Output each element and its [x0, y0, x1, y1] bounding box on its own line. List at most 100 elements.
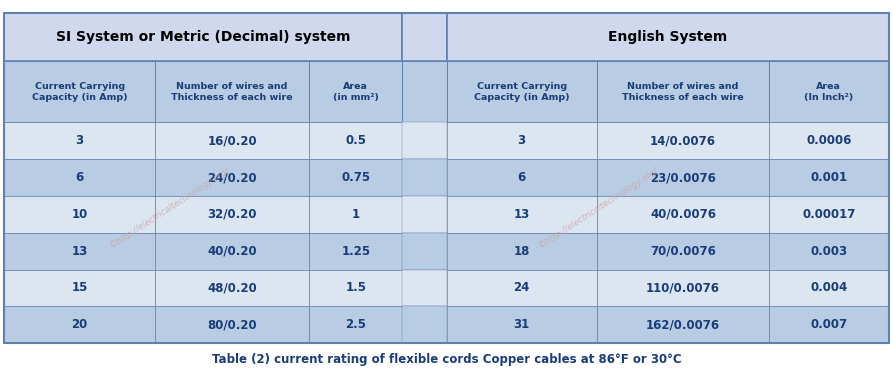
Text: ©http://electricaltechnology.org/: ©http://electricaltechnology.org/ [537, 165, 660, 250]
Text: English System: English System [608, 30, 727, 44]
Bar [4, 13, 889, 343]
Bar [597, 61, 769, 122]
Bar [597, 122, 769, 159]
Text: Area
(in mm²): Area (in mm²) [333, 82, 379, 102]
Bar [769, 159, 889, 196]
Bar [403, 61, 446, 122]
Text: 1.25: 1.25 [341, 245, 371, 258]
Bar [403, 306, 446, 343]
Text: 0.5: 0.5 [346, 134, 366, 147]
Text: 0.007: 0.007 [810, 318, 847, 331]
Bar [4, 270, 154, 306]
Bar [154, 233, 310, 270]
Text: 0.75: 0.75 [341, 171, 371, 184]
Text: 0.00017: 0.00017 [802, 208, 855, 221]
Text: 14/0.0076: 14/0.0076 [650, 134, 716, 147]
Text: 31: 31 [513, 318, 530, 331]
Text: 13: 13 [71, 245, 88, 258]
Text: 162/0.0076: 162/0.0076 [646, 318, 720, 331]
Text: 3: 3 [518, 134, 526, 147]
Bar [4, 13, 402, 61]
Bar [403, 196, 446, 233]
Bar [310, 270, 402, 306]
Bar [769, 270, 889, 306]
Bar [403, 270, 446, 306]
Bar [154, 122, 310, 159]
Bar [446, 159, 597, 196]
Text: Area
(In Inch²): Area (In Inch²) [805, 82, 854, 102]
Bar [597, 159, 769, 196]
Bar [446, 122, 597, 159]
Text: 0.003: 0.003 [810, 245, 847, 258]
Text: 16/0.20: 16/0.20 [207, 134, 257, 147]
Bar [154, 306, 310, 343]
Text: 48/0.20: 48/0.20 [207, 282, 257, 295]
Text: 24/0.20: 24/0.20 [207, 171, 257, 184]
Text: Number of wires and
Thickness of each wire: Number of wires and Thickness of each wi… [171, 82, 293, 102]
Bar [446, 270, 597, 306]
Text: 1: 1 [352, 208, 360, 221]
Bar [154, 61, 310, 122]
Bar [403, 159, 446, 196]
Text: 3: 3 [76, 134, 84, 147]
Text: 0.001: 0.001 [810, 171, 847, 184]
Bar [446, 61, 597, 122]
Text: 10: 10 [71, 208, 88, 221]
Text: 2.5: 2.5 [346, 318, 366, 331]
Text: 0.004: 0.004 [810, 282, 847, 295]
Text: 24: 24 [513, 282, 530, 295]
Bar [4, 122, 154, 159]
Bar [446, 13, 889, 61]
Text: 6: 6 [76, 171, 84, 184]
Text: SI System or Metric (Decimal) system: SI System or Metric (Decimal) system [56, 30, 351, 44]
Bar [154, 196, 310, 233]
Bar [154, 159, 310, 196]
Bar [310, 61, 402, 122]
Text: 1.5: 1.5 [346, 282, 366, 295]
Bar [4, 233, 154, 270]
Text: 80/0.20: 80/0.20 [207, 318, 257, 331]
Text: 32/0.20: 32/0.20 [207, 208, 257, 221]
Text: 6: 6 [518, 171, 526, 184]
Text: 40/0.0076: 40/0.0076 [650, 208, 716, 221]
Bar [769, 233, 889, 270]
Text: Current Carrying
Capacity (in Amp): Current Carrying Capacity (in Amp) [32, 82, 128, 102]
Text: 13: 13 [513, 208, 530, 221]
Bar [310, 196, 402, 233]
Text: 23/0.0076: 23/0.0076 [650, 171, 716, 184]
Bar [403, 122, 446, 159]
Bar [597, 196, 769, 233]
Bar [769, 122, 889, 159]
Bar [310, 122, 402, 159]
Bar [446, 233, 597, 270]
Bar [769, 61, 889, 122]
Text: 0.0006: 0.0006 [806, 134, 852, 147]
Bar [769, 196, 889, 233]
Bar [4, 196, 154, 233]
Bar [154, 270, 310, 306]
Text: 20: 20 [71, 318, 88, 331]
Text: ©http://electricaltechnology.org/: ©http://electricaltechnology.org/ [108, 165, 231, 250]
Bar [4, 306, 154, 343]
Bar [4, 61, 154, 122]
Bar [403, 13, 446, 61]
Text: Table (2) current rating of flexible cords Copper cables at 86°F or 30°C: Table (2) current rating of flexible cor… [212, 352, 681, 366]
Bar [597, 233, 769, 270]
Bar [597, 306, 769, 343]
Bar [310, 159, 402, 196]
Text: 40/0.20: 40/0.20 [207, 245, 257, 258]
Text: Current Carrying
Capacity (in Amp): Current Carrying Capacity (in Amp) [474, 82, 570, 102]
Text: 15: 15 [71, 282, 88, 295]
Bar [310, 306, 402, 343]
Bar [403, 233, 446, 270]
Text: 70/0.0076: 70/0.0076 [650, 245, 716, 258]
Text: Number of wires and
Thickness of each wire: Number of wires and Thickness of each wi… [622, 82, 744, 102]
Bar [4, 159, 154, 196]
Text: 18: 18 [513, 245, 530, 258]
Bar [310, 233, 402, 270]
Bar [769, 306, 889, 343]
Text: 110/0.0076: 110/0.0076 [646, 282, 720, 295]
Bar [597, 270, 769, 306]
Bar [446, 196, 597, 233]
Bar [446, 306, 597, 343]
